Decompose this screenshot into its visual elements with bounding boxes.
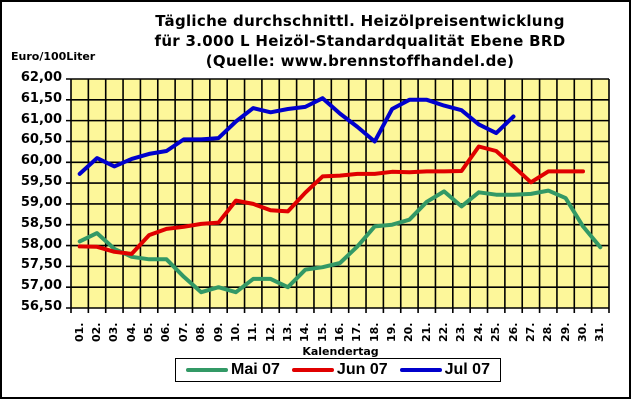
y-tick-label: 61,50 (20, 90, 62, 106)
legend-item-jul: Jul 07 (399, 361, 490, 379)
series-line-jun-07 (77, 144, 585, 256)
x-tick-label: 23. (454, 322, 468, 343)
x-tick-label: 07. (176, 322, 190, 343)
x-tick-label: 08. (194, 322, 208, 343)
x-tick-label: 06. (159, 322, 173, 343)
x-tick-label: 24. (471, 322, 485, 343)
x-tick-label: 26. (506, 322, 520, 343)
y-axis-label: Euro/100Liter (11, 50, 96, 63)
x-tick-label: 22. (437, 322, 451, 343)
x-tick-label: 16. (333, 322, 346, 343)
legend-label: Jul 07 (444, 361, 490, 378)
legend-swatch-jul (399, 368, 442, 372)
x-tick-label: 02. (90, 322, 104, 343)
y-tick-label: 58,50 (20, 215, 62, 231)
x-tick-label: 20. (402, 322, 416, 343)
y-tick-label: 59,00 (20, 194, 62, 210)
y-tick-label: 62,00 (20, 70, 62, 85)
series-line-jul-07 (77, 96, 516, 176)
y-tick-label: 56,50 (20, 299, 62, 314)
x-tick-label: 14. (298, 322, 312, 343)
x-tick-label: 28. (541, 322, 555, 343)
x-tick-label: 09. (211, 322, 225, 343)
chart-subtitle: für 3.000 L Heizöl-Standardqualität Eben… (154, 32, 566, 50)
x-tick-label: 12. (263, 322, 277, 343)
x-tick-label: 05. (142, 322, 156, 343)
x-tick-label: 31. (593, 322, 607, 343)
y-tick-label: 57,00 (20, 278, 62, 294)
chart-source: (Quelle: www.brennstoffhandel.de) (205, 52, 515, 70)
x-tick-label: 15. (315, 322, 329, 343)
y-tick-label: 61,00 (20, 111, 62, 127)
y-tick-label: 59,50 (20, 174, 62, 190)
legend-label: Jun 07 (336, 361, 388, 378)
x-tick-label: 03. (107, 322, 121, 343)
x-tick-label: 11. (246, 322, 260, 343)
x-tick-label: 01. (72, 322, 86, 343)
x-axis-label: Kalendertag (302, 345, 379, 358)
x-tick-label: 17. (350, 322, 364, 343)
legend-item-jun: Jun 07 (291, 361, 388, 379)
legend-swatch-mai (186, 368, 228, 372)
legend-label: Mai 07 (231, 361, 280, 378)
x-tick-label: 18. (367, 322, 381, 343)
chart-title: Tägliche durchschnittl. Heizölpreisentwi… (155, 12, 565, 30)
x-tick-label: 25. (489, 322, 503, 343)
legend-item-mai: Mai 07 (186, 361, 280, 379)
x-tick-label: 30. (575, 322, 589, 343)
y-tick-label: 58,00 (20, 236, 62, 252)
x-tick-label: 13. (280, 322, 294, 343)
series-line-mai-07 (77, 188, 603, 295)
x-tick-label: 04. (124, 322, 138, 343)
y-tick-label: 57,50 (20, 257, 62, 273)
legend-swatch-jun (291, 368, 334, 372)
x-tick-label: 29. (558, 322, 572, 343)
y-tick-label: 60,00 (20, 153, 62, 169)
x-tick-label: 21. (419, 322, 433, 343)
data-series (77, 96, 603, 295)
x-tick-label: 19. (385, 322, 399, 343)
x-tick-label: 27. (523, 322, 537, 343)
legend: Mai 07 Jun 07 Jul 07 (175, 358, 501, 382)
x-tick-label: 10. (228, 322, 242, 343)
y-tick-label: 60,50 (20, 132, 62, 148)
